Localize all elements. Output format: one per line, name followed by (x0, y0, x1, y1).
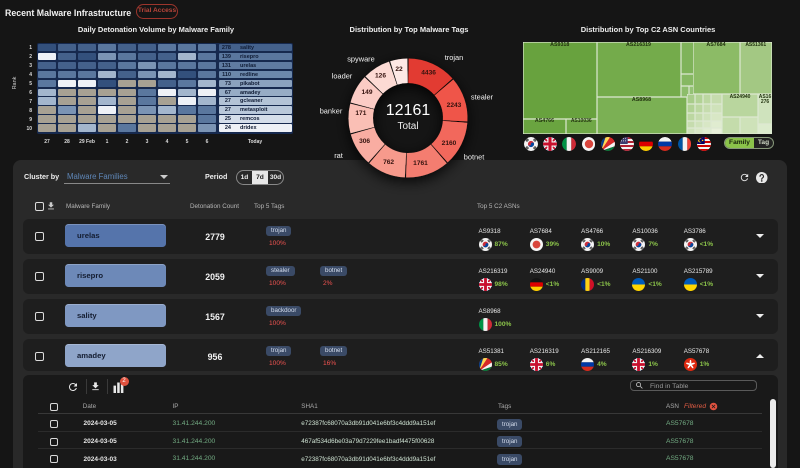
svg-text:rat: rat (334, 151, 343, 160)
svg-text:149: 149 (361, 89, 372, 96)
svg-text:banker: banker (320, 107, 343, 116)
svg-text:trojan: trojan (445, 53, 464, 62)
svg-text:12161: 12161 (386, 102, 431, 119)
svg-text:loader: loader (332, 71, 353, 80)
svg-text:Total: Total (397, 121, 418, 132)
svg-text:171: 171 (355, 110, 366, 117)
svg-text:spyware: spyware (347, 55, 375, 64)
svg-text:126: 126 (375, 73, 386, 80)
svg-text:306: 306 (359, 138, 370, 145)
svg-text:2243: 2243 (447, 102, 462, 109)
svg-text:4436: 4436 (421, 70, 436, 77)
svg-text:stealer: stealer (471, 93, 494, 102)
svg-text:2160: 2160 (442, 140, 457, 147)
svg-text:22: 22 (395, 66, 403, 73)
